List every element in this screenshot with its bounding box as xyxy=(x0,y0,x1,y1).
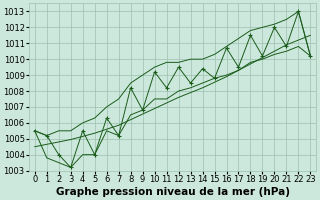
X-axis label: Graphe pression niveau de la mer (hPa): Graphe pression niveau de la mer (hPa) xyxy=(56,187,290,197)
